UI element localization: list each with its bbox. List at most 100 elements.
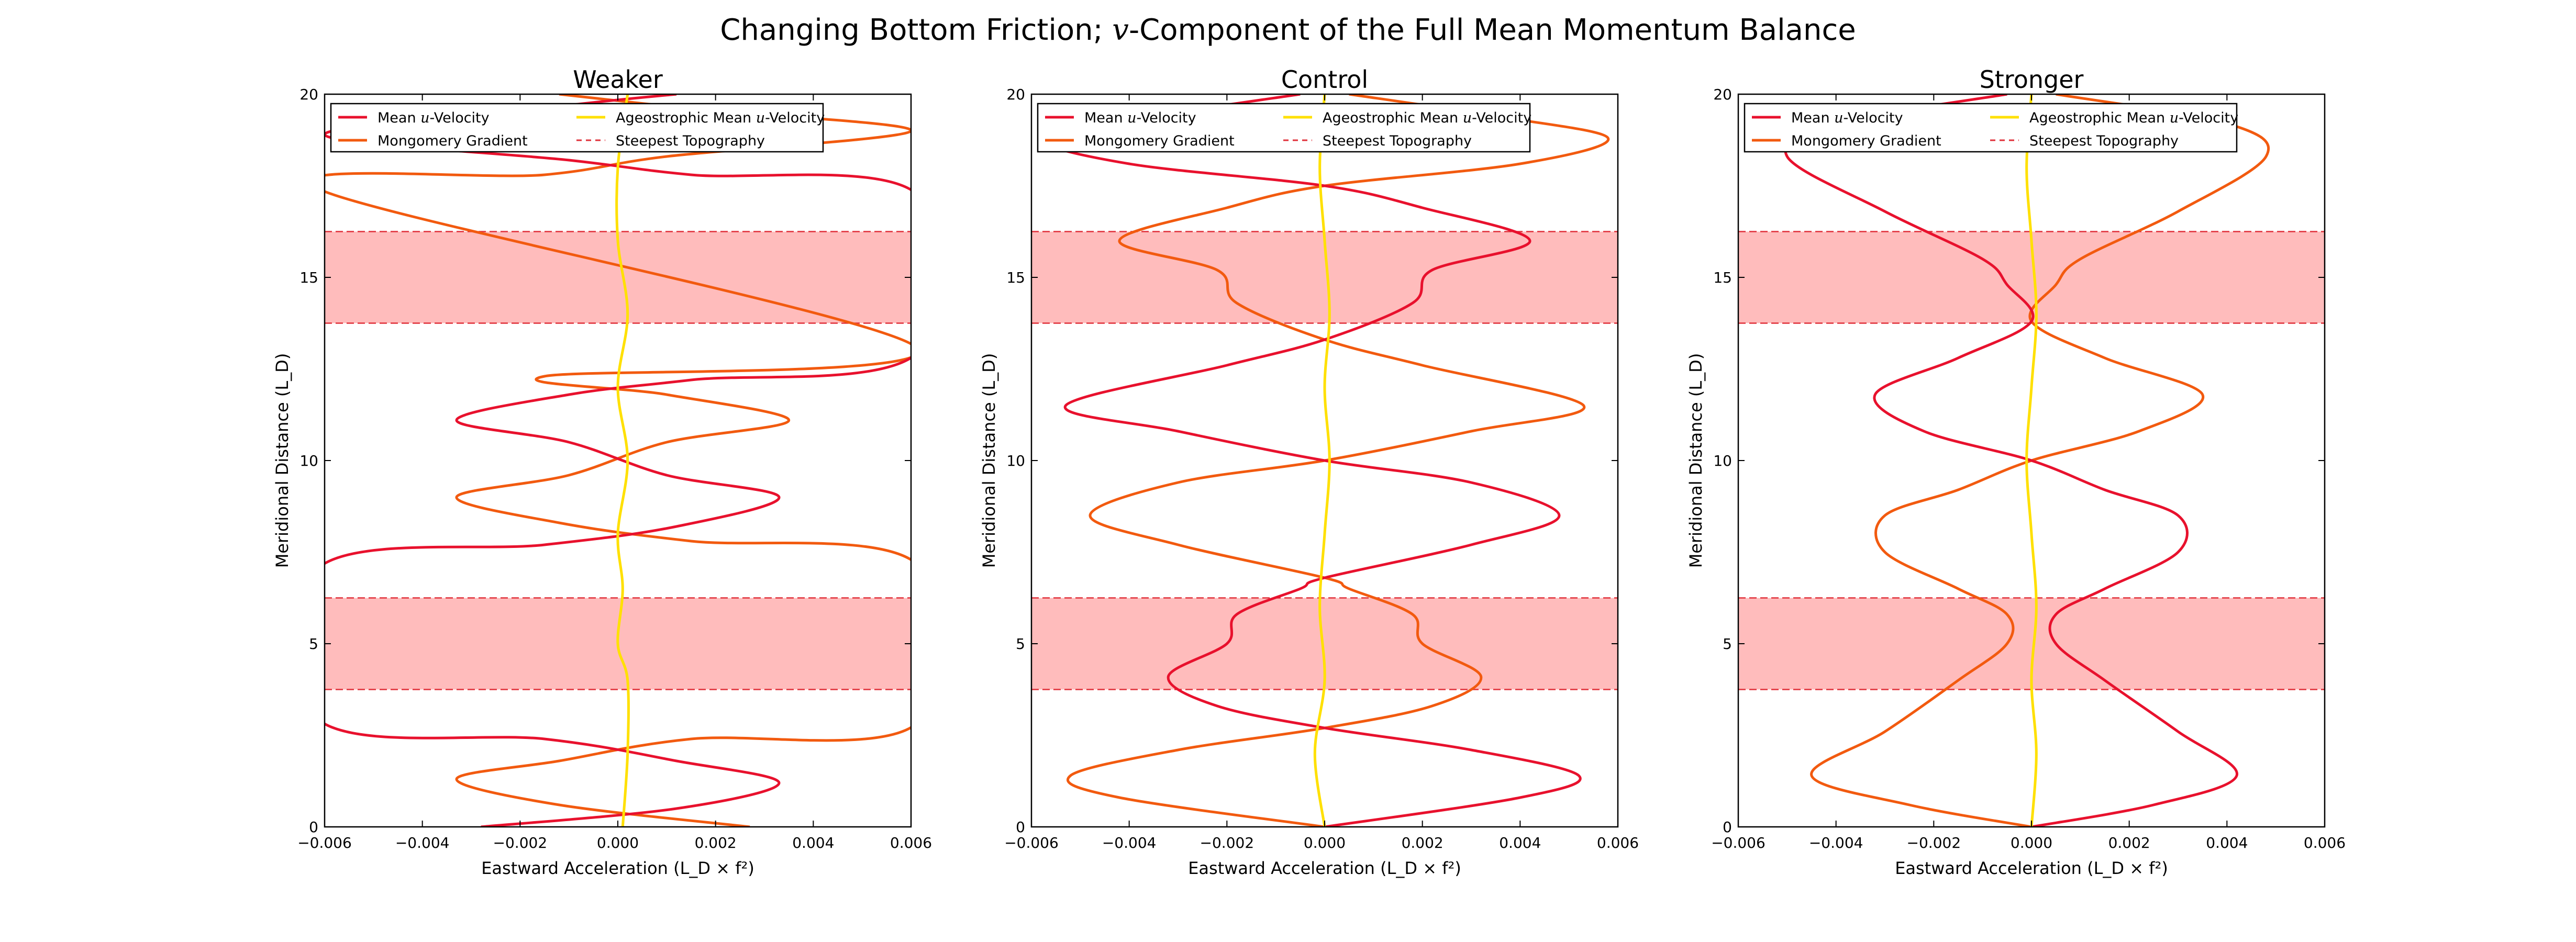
- x-tick-label: 0.002: [695, 834, 737, 851]
- series-line-ageo: [1313, 94, 1331, 827]
- legend-label-part: Mean: [1084, 110, 1127, 126]
- legend-label: Mean u-Velocity: [1084, 110, 1196, 126]
- y-tick-label: 15: [1713, 269, 1732, 286]
- x-tick-label: −0.006: [297, 834, 352, 851]
- x-tick-label: −0.004: [395, 834, 450, 851]
- subplot-weaker: −0.006 −0.004 −0.002 0.000 0.002 0.004 0.006 0 5…: [272, 65, 932, 878]
- legend-label: Mongomery Gradient: [377, 133, 528, 149]
- legend-label-part: Mongomery Gradient: [1084, 133, 1235, 149]
- legend: Mean u-Velocity Ageostrophic Mean u-Veloc…: [330, 103, 825, 153]
- legend-label-part: -Velocity: [430, 110, 490, 126]
- legend: Mean u-Velocity Ageostrophic Mean u-Veloc…: [1744, 103, 2238, 153]
- subplot-control: −0.006 −0.004 −0.002 0.000 0.002 0.004 0.006 0 5…: [979, 65, 1639, 878]
- y-tick-label: 0: [309, 818, 318, 836]
- legend-label-part: u: [756, 110, 765, 126]
- x-tick-label: −0.006: [1711, 834, 1766, 851]
- x-tick-label: 0.000: [2011, 834, 2052, 851]
- x-tick-label: 0.006: [1597, 834, 1639, 851]
- legend-label-part: Mean: [377, 110, 420, 126]
- figure-title: Changing Bottom Friction; v-Component of…: [720, 13, 1856, 47]
- legend-label-part: Steepest Topography: [1323, 133, 1472, 149]
- legend-label-part: Mean: [1791, 110, 1834, 126]
- series-line-montgomery: [1067, 94, 1610, 827]
- series-line-ageo: [2025, 94, 2038, 827]
- x-tick-label: 0.002: [1402, 834, 1444, 851]
- x-tick-label: −0.002: [1907, 834, 1961, 851]
- series-line-montgomery: [325, 94, 911, 827]
- series-line-mean-u: [325, 94, 911, 827]
- legend-label: Mean u-Velocity: [377, 110, 490, 126]
- x-tick-label: 0.004: [792, 834, 834, 851]
- legend-label-part: -Velocity: [1472, 110, 1531, 126]
- x-tick-label: −0.004: [1809, 834, 1863, 851]
- legend-label: Steepest Topography: [616, 133, 765, 149]
- legend-label-part: Ageostrophic Mean: [1323, 110, 1463, 126]
- figure-title-part-2: v: [1112, 13, 1129, 47]
- y-tick-label: 15: [299, 269, 318, 286]
- legend-label: Mongomery Gradient: [1791, 133, 1941, 149]
- legend-label: Ageostrophic Mean u-Velocity: [1323, 110, 1531, 126]
- y-axis-label: Meridional Distance (L_D): [979, 353, 999, 568]
- legend-label-part: u: [420, 110, 429, 126]
- subplot-stronger: −0.006 −0.004 −0.002 0.000 0.002 0.004 0.006 0 5…: [1686, 65, 2346, 878]
- legend-label-part: Mongomery Gradient: [1791, 133, 1941, 149]
- series-line-montgomery: [1810, 94, 2270, 827]
- x-axis-label: Eastward Acceleration (L_D × f²): [1895, 858, 2168, 878]
- y-tick-label: 0: [1723, 818, 1732, 836]
- series-line-mean-u: [1784, 94, 2238, 827]
- legend-label-part: Steepest Topography: [2029, 133, 2179, 149]
- legend-frame: [1744, 103, 2238, 153]
- y-tick-label: 20: [1713, 86, 1732, 103]
- x-axis-label: Eastward Acceleration (L_D × f²): [1188, 858, 1461, 878]
- legend-label-part: -Velocity: [1137, 110, 1196, 126]
- legend-label-part: Ageostrophic Mean: [2029, 110, 2170, 126]
- x-tick-label: −0.004: [1102, 834, 1157, 851]
- series-group: [1039, 94, 1610, 827]
- legend-label-part: u: [1463, 110, 1472, 126]
- legend-label: Ageostrophic Mean u-Velocity: [616, 110, 825, 126]
- x-tick-label: 0.006: [2304, 834, 2346, 851]
- subplot-title: Stronger: [1980, 65, 2084, 94]
- legend-label: Mean u-Velocity: [1791, 110, 1903, 126]
- series-line-mean-u: [1039, 94, 1582, 827]
- legend-label-part: -Velocity: [2179, 110, 2238, 126]
- y-tick-label: 0: [1016, 818, 1025, 836]
- subplot-title: Control: [1281, 65, 1368, 94]
- legend-label-part: u: [2170, 110, 2179, 126]
- figure-title-part-1: Changing Bottom Friction;: [720, 13, 1112, 47]
- y-tick-label: 10: [299, 452, 318, 469]
- y-tick-label: 5: [1016, 635, 1025, 653]
- y-tick-label: 20: [1006, 86, 1025, 103]
- legend-label-part: -Velocity: [1844, 110, 1903, 126]
- y-tick-label: 5: [309, 635, 318, 653]
- x-tick-label: 0.004: [2206, 834, 2248, 851]
- x-tick-label: −0.002: [493, 834, 548, 851]
- x-tick-label: 0.002: [2108, 834, 2150, 851]
- y-axis-label: Meridional Distance (L_D): [1686, 353, 1706, 568]
- legend-label-part: Ageostrophic Mean: [616, 110, 756, 126]
- legend-frame: [1037, 103, 1531, 153]
- x-tick-label: −0.002: [1200, 834, 1254, 851]
- legend-frame: [330, 103, 824, 153]
- legend-label-part: Mongomery Gradient: [377, 133, 528, 149]
- legend-label-part: u: [1127, 110, 1136, 126]
- legend-label-part: -Velocity: [765, 110, 825, 126]
- y-tick-label: 10: [1713, 452, 1732, 469]
- legend-label-part: Steepest Topography: [616, 133, 765, 149]
- figure-title-part-3: -Component of the Full Mean Momentum Bal…: [1129, 13, 1856, 47]
- x-tick-label: 0.006: [890, 834, 932, 851]
- y-tick-label: 15: [1006, 269, 1025, 286]
- y-tick-label: 10: [1006, 452, 1025, 469]
- legend-label: Mongomery Gradient: [1084, 133, 1235, 149]
- legend-label: Steepest Topography: [2029, 133, 2179, 149]
- legend-label: Steepest Topography: [1323, 133, 1472, 149]
- x-tick-label: 0.000: [1304, 834, 1346, 851]
- series-line-ageo: [615, 94, 630, 827]
- legend-label: Ageostrophic Mean u-Velocity: [2029, 110, 2238, 126]
- x-axis-label: Eastward Acceleration (L_D × f²): [481, 858, 754, 878]
- x-tick-label: 0.004: [1499, 834, 1541, 851]
- x-tick-label: 0.000: [597, 834, 639, 851]
- series-group: [1784, 94, 2270, 827]
- y-tick-label: 20: [299, 86, 318, 103]
